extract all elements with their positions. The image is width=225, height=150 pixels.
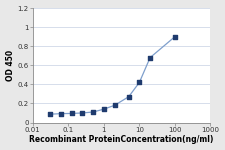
Point (81, 112, 84, 114)
Point (48, 113, 52, 115)
Point (148, 56, 152, 59)
Point (113, 104, 116, 106)
Y-axis label: OD 450: OD 450 (6, 50, 15, 81)
Point (137, 81, 141, 84)
Point (91, 111, 95, 113)
Point (70, 112, 74, 115)
Point (127, 96, 130, 98)
Point (173, 35, 177, 38)
Point (102, 108, 106, 110)
Point (59, 112, 63, 115)
X-axis label: Recombinant ProteinConcentration(ng/ml): Recombinant ProteinConcentration(ng/ml) (29, 135, 214, 144)
